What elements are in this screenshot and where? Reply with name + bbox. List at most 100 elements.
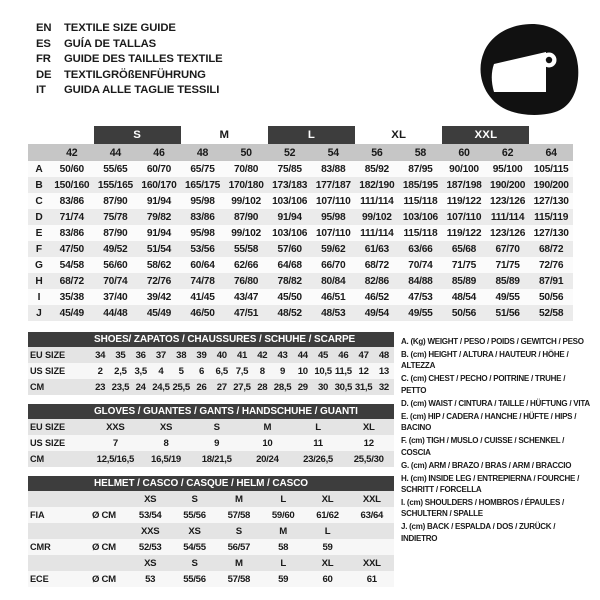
measurement-cell: 165/175 bbox=[184, 179, 221, 191]
measurement-cell: 45/50 bbox=[277, 291, 302, 303]
helmet-measurement-cell: 61/62 bbox=[316, 509, 339, 521]
helmet-size-cell: XS bbox=[144, 557, 157, 569]
shoes-cell: 13 bbox=[378, 365, 389, 377]
title-row: IT GUIDA ALLE TAGLIE TESSILI bbox=[36, 84, 223, 100]
measurement-cell: 182/190 bbox=[359, 179, 395, 191]
shoes-cell: 47 bbox=[358, 349, 369, 361]
helmet-measurement-cell: 59 bbox=[322, 541, 333, 553]
helmet-unit-label: Ø CM bbox=[92, 573, 116, 585]
shoes-cell: 40 bbox=[216, 349, 227, 361]
helmet-measurement-cell: 58 bbox=[278, 541, 289, 553]
measurement-cell: 70/74 bbox=[103, 275, 128, 287]
size-band-m: M bbox=[180, 126, 268, 144]
measurement-cell: 71/75 bbox=[451, 259, 477, 271]
helmet-unit-label: Ø CM bbox=[92, 509, 116, 521]
legend-item: F. (cm) TIGH / MUSLO / CUISSE / SCHENKEL… bbox=[401, 436, 565, 457]
helmet-size-cell: L bbox=[324, 525, 331, 537]
title-row: EN TEXTILE SIZE GUIDE bbox=[36, 22, 223, 38]
shoes-cell: 5 bbox=[178, 365, 184, 377]
racing-helmet-icon bbox=[480, 24, 579, 115]
helmet-size-cell: L bbox=[280, 493, 286, 505]
helmet-size-cell: XXL bbox=[362, 493, 381, 505]
shoes-cell: 41 bbox=[236, 349, 248, 361]
helmet-measurement-cell: 57/58 bbox=[227, 509, 251, 521]
measurement-cell: 59/62 bbox=[321, 243, 346, 255]
shoes-cell: 6,5 bbox=[215, 365, 229, 377]
measurement-cell: 80/84 bbox=[321, 275, 346, 287]
helmet-size-cell: S bbox=[235, 525, 242, 537]
table-row: US SIZE 7 8 9 10 11 12 bbox=[28, 435, 394, 451]
measurement-cell: 70/80 bbox=[233, 163, 259, 175]
shoes-row-label: US SIZE bbox=[30, 366, 66, 376]
shoes-header-row: SHOES/ ZAPATOS / CHAUSSURES / SCHUHE / S… bbox=[28, 332, 394, 347]
size-header-cell: 62 bbox=[501, 146, 514, 159]
shoes-cell: 28,5 bbox=[273, 381, 292, 393]
measurement-row-label: H bbox=[35, 275, 43, 287]
helmet-size-cell: XS bbox=[144, 493, 157, 505]
table-row: CM 12,5/16,5 16,5/19 18/21,5 20/24 23/26,5 25,… bbox=[28, 451, 394, 467]
helmet-measurement-cell: 52/53 bbox=[138, 541, 162, 553]
measurement-row-label: B bbox=[35, 179, 43, 191]
helmet-measurement-cell: 60 bbox=[322, 573, 333, 585]
helmet-measurement-cell: 59/60 bbox=[271, 509, 295, 521]
measurement-cell: 53/56 bbox=[190, 243, 215, 255]
table-row: EU SIZE 34 35 36 37 38 39 40 41 42 43 44 45 46 47 48 bbox=[28, 347, 394, 363]
size-header-cell: 64 bbox=[545, 146, 558, 159]
shoes-cell: 2,5 bbox=[114, 365, 127, 377]
measurement-cell: 91/94 bbox=[146, 195, 172, 207]
measurement-cell: 115/119 bbox=[534, 211, 569, 223]
measurement-cell: 83/88 bbox=[321, 163, 346, 175]
shoes-cell: 9 bbox=[280, 365, 286, 377]
helmet-size-row: XXS XS S M L bbox=[28, 523, 394, 539]
measurement-cell: 87/90 bbox=[233, 211, 259, 223]
title-text: GUIDA ALLE TAGLIE TESSILI bbox=[64, 84, 220, 96]
gloves-header-title: GLOVES / GUANTES / GANTS / HANDSCHUHE / … bbox=[94, 406, 358, 417]
shoes-cell: 27,5 bbox=[233, 381, 251, 393]
shoes-cell: 3,5 bbox=[134, 365, 147, 377]
shoes-cell: 7,5 bbox=[235, 365, 249, 377]
measurement-cell: 90/100 bbox=[449, 163, 479, 175]
title-language-code: DE bbox=[36, 68, 52, 81]
measurement-cell: 68/72 bbox=[539, 243, 564, 255]
measurement-cell: 83/86 bbox=[59, 195, 84, 207]
table-row: US SIZE 2 2,5 3,5 4 5 6 6,5 7,5 8 9 10 10,5 11,5 12 13 bbox=[28, 363, 394, 379]
measurement-cell: 85/92 bbox=[364, 163, 389, 175]
measurement-cell: 123/126 bbox=[490, 195, 526, 207]
measurement-cell: 185/195 bbox=[402, 179, 438, 191]
table-row: I 35/38 37/40 39/42 41/45 43/47 45/50 46/51 46/5… bbox=[28, 289, 573, 305]
size-header-cell: 56 bbox=[371, 146, 383, 159]
helmet-header-title: HELMET / CASCO / CASQUE / HELM / CASCO bbox=[94, 478, 308, 489]
shoes-cell: 48 bbox=[378, 349, 389, 361]
table-row: B 150/160 155/165 160/170 165/175 170/180 173/… bbox=[28, 177, 573, 193]
shoes-cell: 4 bbox=[158, 365, 164, 377]
table-row: CM 23 23,5 24 24,5 25,5 26 27 27,5 28 28,5 29 30 30,5… bbox=[28, 379, 394, 395]
measurement-cell: 66/70 bbox=[321, 259, 346, 271]
title-language-code: FR bbox=[36, 53, 51, 65]
title-text: GUÍA DE TALLAS bbox=[64, 37, 157, 50]
measurement-cell: 45/49 bbox=[146, 307, 172, 319]
table-row: ECE Ø CM 53 55/56 57/58 59 60 61 bbox=[28, 571, 394, 587]
helmet-standard-label: FIA bbox=[30, 510, 45, 520]
size-band-xxl: XXL bbox=[442, 126, 530, 144]
gloves-cell: XXS bbox=[106, 421, 125, 433]
legend-item: C. (cm) CHEST / PECHO / POITRINE / TRUHE… bbox=[401, 374, 566, 395]
measurement-row-label: A bbox=[35, 163, 43, 175]
measurement-cell: 190/200 bbox=[533, 179, 569, 191]
measurement-cell: 52/58 bbox=[539, 307, 564, 319]
measurement-cell: 76/80 bbox=[233, 275, 259, 287]
measurement-cell: 107/110 bbox=[446, 211, 482, 223]
helmet-size-row-spacer bbox=[28, 491, 90, 507]
shoes-cell: 26 bbox=[196, 381, 207, 393]
measurement-cell: 155/165 bbox=[97, 179, 133, 191]
shoes-cell: 37 bbox=[155, 349, 166, 361]
size-header-cell: 48 bbox=[196, 146, 209, 159]
helmet-unit-spacer bbox=[90, 523, 128, 539]
measurement-cell: 47/53 bbox=[408, 291, 433, 303]
helmet-size-cell: L bbox=[280, 557, 286, 569]
table-row: EU SIZE XXS XS S M L XL bbox=[28, 419, 394, 435]
shoes-row-label: EU SIZE bbox=[30, 350, 66, 360]
measurement-cell: 60/64 bbox=[190, 259, 215, 271]
measurement-cell: 70/74 bbox=[408, 259, 433, 271]
table-row: CMR Ø CM 52/53 54/55 56/57 58 59 bbox=[28, 539, 394, 555]
measurement-cell: 83/86 bbox=[59, 227, 84, 239]
